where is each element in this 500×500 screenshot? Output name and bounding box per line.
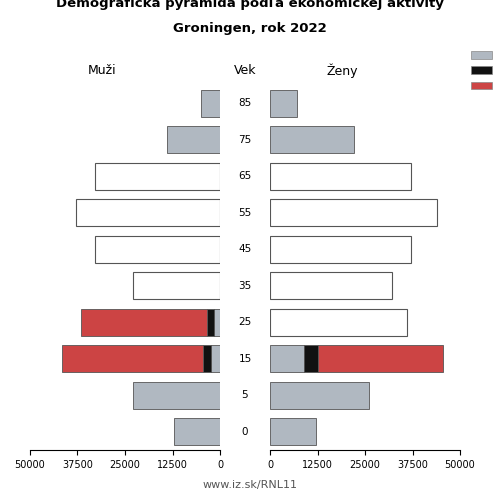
- Text: Ženy: Ženy: [326, 63, 358, 78]
- Bar: [214, 308, 220, 336]
- Text: 65: 65: [238, 171, 252, 181]
- Bar: [270, 418, 316, 446]
- Bar: [270, 162, 410, 190]
- Bar: [167, 126, 220, 154]
- Text: Groningen, rok 2022: Groningen, rok 2022: [173, 22, 327, 35]
- Bar: [270, 272, 392, 299]
- Text: 55: 55: [238, 208, 252, 218]
- Bar: [270, 90, 296, 117]
- Bar: [206, 308, 214, 336]
- Bar: [94, 162, 220, 190]
- Text: 5: 5: [242, 390, 248, 400]
- Bar: [62, 345, 203, 372]
- Text: 85: 85: [238, 98, 252, 108]
- Bar: [270, 345, 304, 372]
- Bar: [174, 418, 220, 446]
- Text: 45: 45: [238, 244, 252, 254]
- Text: Muži: Muži: [88, 64, 117, 78]
- Text: 35: 35: [238, 281, 252, 291]
- Bar: [270, 308, 407, 336]
- Text: 15: 15: [238, 354, 252, 364]
- Text: Demografická pyramída podľa ekonomickej aktivity: Demografická pyramída podľa ekonomickej …: [56, 0, 444, 10]
- Bar: [82, 308, 206, 336]
- Bar: [270, 382, 369, 409]
- Bar: [304, 345, 318, 372]
- Text: Vek: Vek: [234, 64, 256, 78]
- Bar: [76, 199, 220, 226]
- Legend: neaktívni, nezamestnaní, pracujúci: neaktívni, nezamestnaní, pracujúci: [467, 46, 500, 96]
- Bar: [318, 345, 443, 372]
- Bar: [203, 345, 210, 372]
- Text: 25: 25: [238, 318, 252, 328]
- Bar: [94, 236, 220, 263]
- Bar: [132, 382, 220, 409]
- Text: 75: 75: [238, 134, 252, 145]
- Bar: [132, 272, 220, 299]
- Bar: [270, 199, 437, 226]
- Bar: [270, 126, 353, 154]
- Bar: [270, 236, 410, 263]
- Text: www.iz.sk/RNL11: www.iz.sk/RNL11: [202, 480, 298, 490]
- Text: 0: 0: [242, 427, 248, 437]
- Bar: [201, 90, 220, 117]
- Bar: [210, 345, 220, 372]
